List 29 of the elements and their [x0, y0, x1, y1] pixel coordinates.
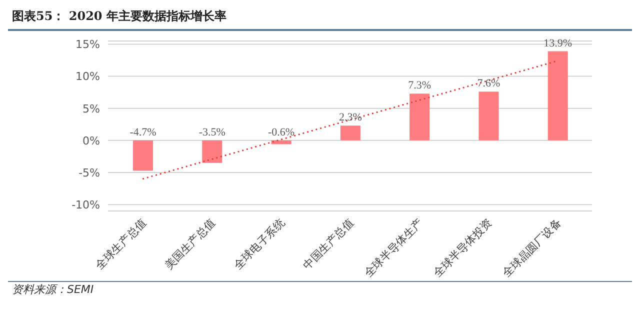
text: 资料来源：SEMI [8, 281, 632, 297]
bar [340, 126, 360, 140]
x-tick-label: 中国生产总值 [300, 216, 356, 272]
bar [478, 92, 499, 140]
bar [271, 140, 292, 144]
text: -3.5% [198, 126, 226, 138]
y-tick-label: 15% [76, 38, 100, 52]
bar [133, 140, 153, 171]
x-tick-label: 全球晶圆厂设备 [500, 216, 564, 280]
text: 2.3% [338, 112, 362, 124]
bar [202, 140, 222, 163]
x-tick-label: 全球半导体投资 [431, 216, 495, 280]
chart-title: 图表55： 2020 年主要数据指标增长率 [8, 8, 632, 31]
bar [410, 94, 430, 140]
text: 13.9% [544, 37, 572, 50]
text: -0.6% [268, 126, 295, 138]
y-tick-label: 5% [82, 102, 100, 116]
x-tick-label: 美国生产总值 [162, 216, 218, 272]
y-tick-label: -5% [78, 166, 100, 180]
y-tick-label: 10% [76, 70, 100, 84]
y-tick-label: 0% [82, 134, 100, 148]
text: -4.7% [130, 126, 156, 138]
x-tick-label: 全球电子系统 [231, 216, 288, 272]
x-tick-label: 全球半导体生产 [362, 216, 426, 280]
x-tick-label: 全球生产总值 [93, 216, 149, 272]
text: 7.3% [408, 80, 432, 92]
y-tick-label: -10% [72, 198, 100, 212]
text: 7.6% [477, 78, 500, 90]
bar [548, 51, 568, 140]
